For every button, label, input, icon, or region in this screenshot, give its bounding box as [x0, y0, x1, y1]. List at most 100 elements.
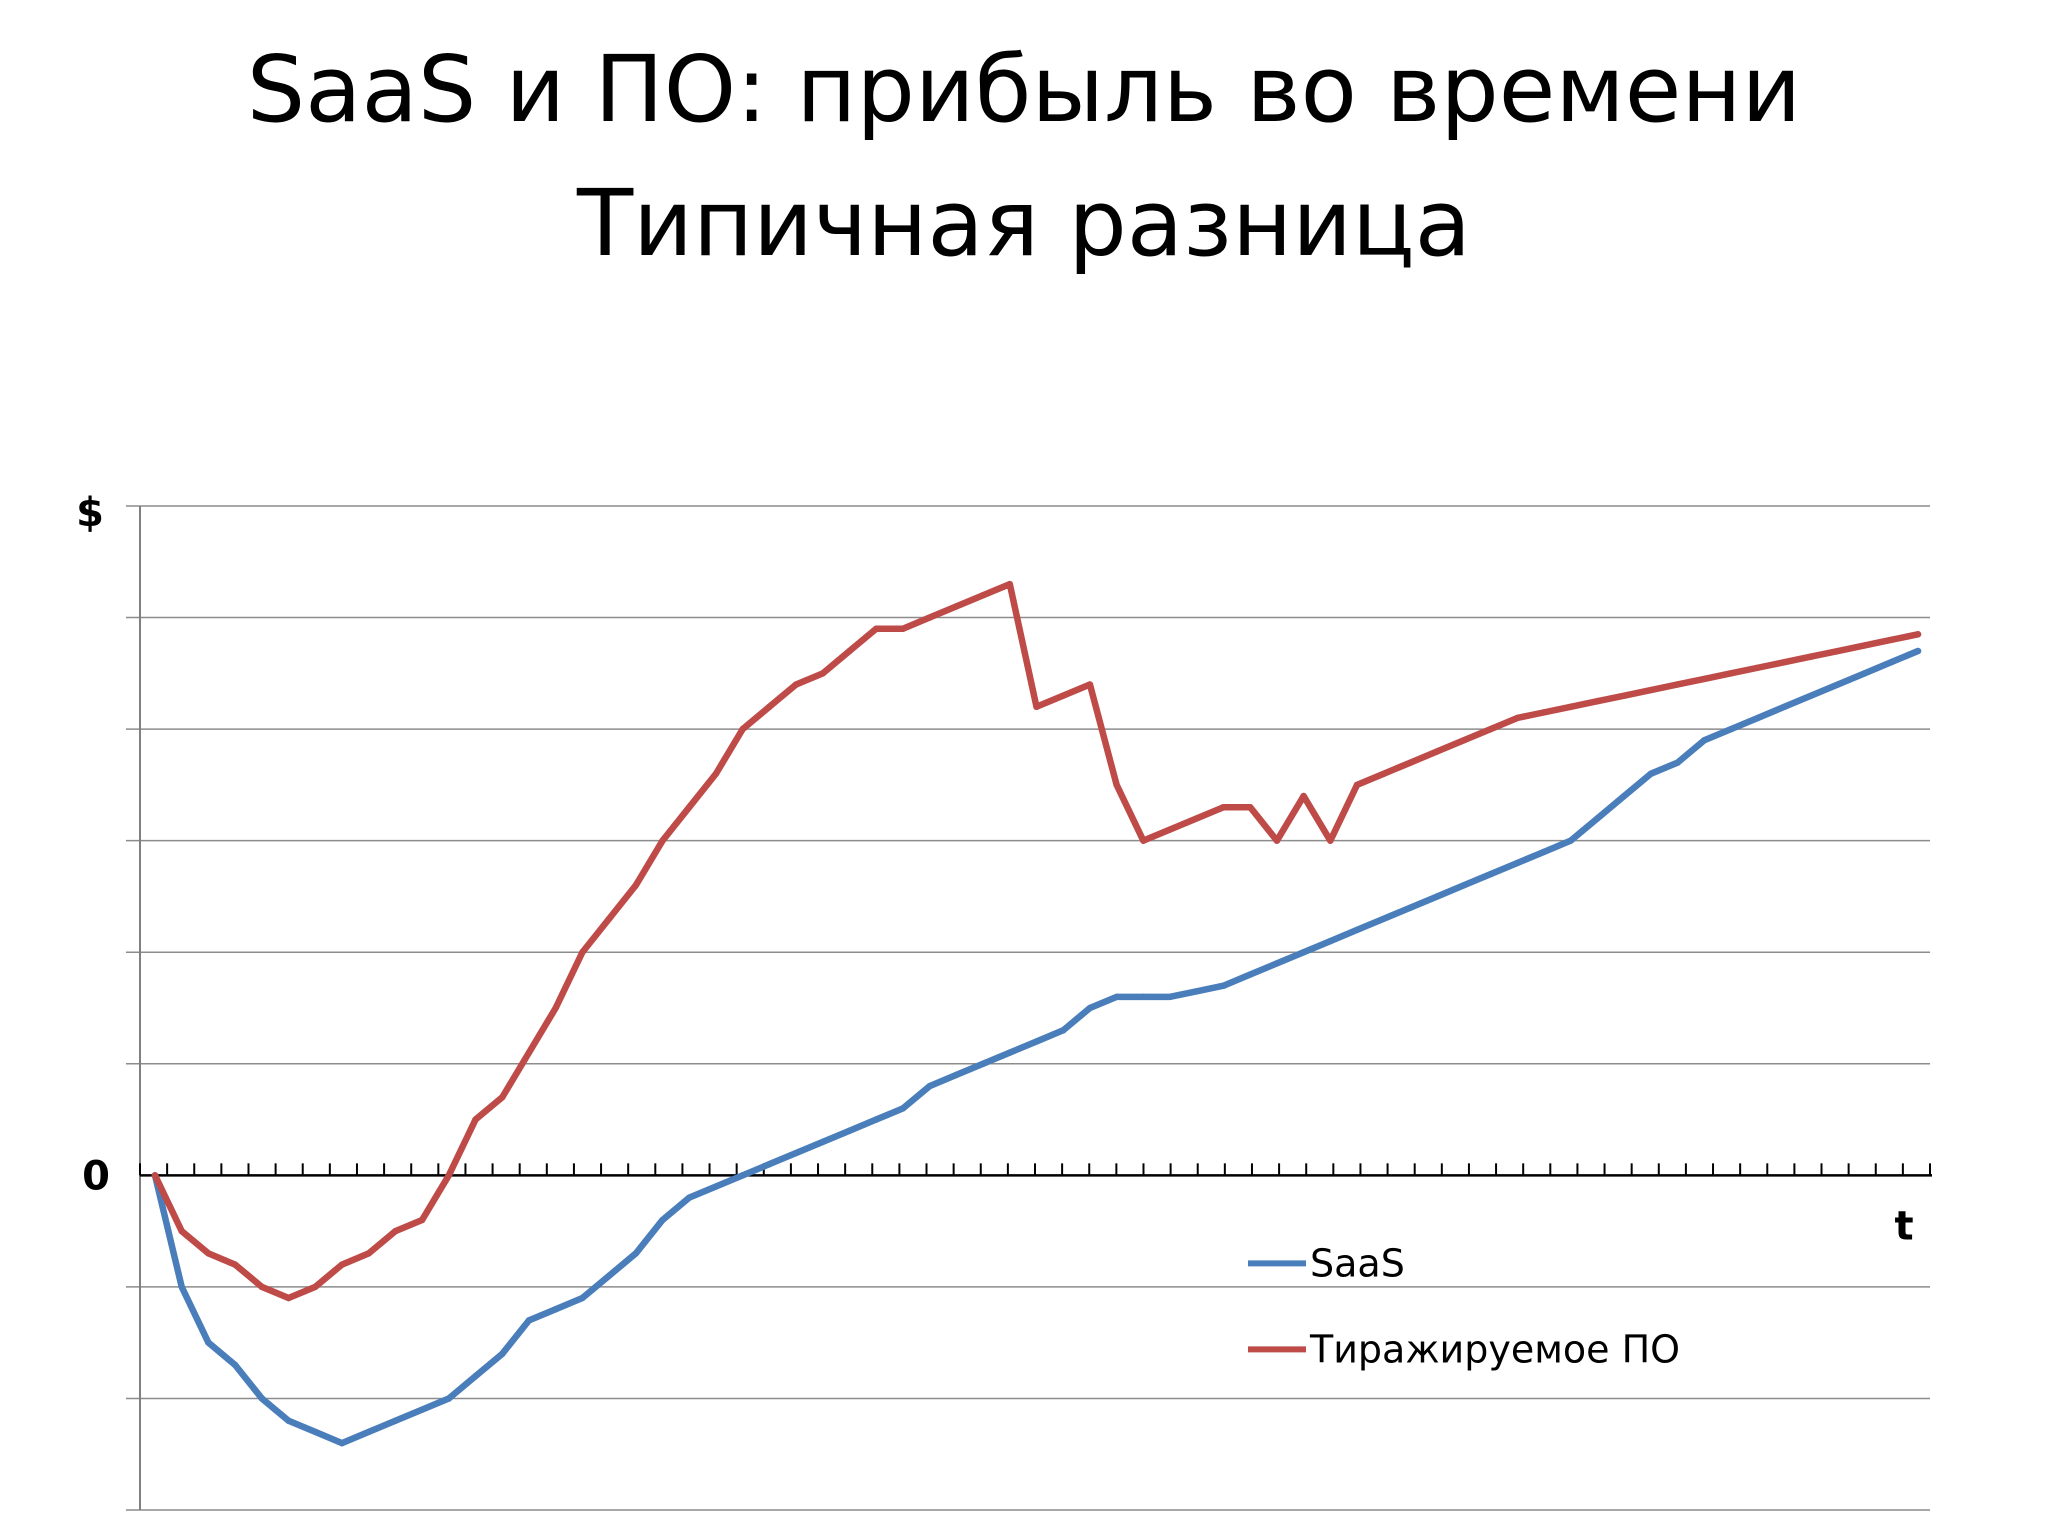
x-axis-ticks — [139, 1163, 1931, 1176]
boxed-software-point — [605, 915, 613, 922]
boxed-software-point — [686, 804, 693, 811]
boxed-software-point — [1407, 759, 1414, 766]
series-layer — [151, 580, 1922, 1447]
series-line-saas — [151, 647, 1922, 1447]
saas-point — [1060, 1027, 1067, 1034]
legend: SaaS Тиражируемое ПО — [1248, 1241, 1680, 1371]
boxed-software-point — [1033, 703, 1040, 710]
saas-point — [1006, 1049, 1013, 1056]
saas-point — [1594, 815, 1601, 822]
saas-point — [1113, 993, 1120, 1001]
saas-point — [178, 1283, 185, 1291]
saas-point — [1888, 658, 1895, 666]
boxed-software-point — [1727, 670, 1735, 677]
boxed-software-point — [1060, 692, 1067, 699]
saas-point — [873, 1116, 880, 1123]
saas-point — [1140, 993, 1147, 1001]
saas-point — [792, 1149, 800, 1157]
saas-point — [312, 1428, 319, 1436]
saas-point — [1407, 904, 1414, 911]
slide-title-line-1: SaaS и ПО: прибыль во времени — [246, 36, 1802, 143]
boxed-software-point — [1701, 675, 1708, 683]
boxed-software-point — [1273, 837, 1281, 844]
saas-point — [205, 1339, 212, 1346]
boxed-software-point — [873, 625, 880, 632]
saas-point — [1246, 971, 1254, 978]
gridlines — [126, 505, 1930, 1511]
saas-point — [766, 1160, 773, 1168]
boxed-software-point — [499, 1094, 506, 1101]
saas-point — [1514, 859, 1521, 867]
boxed-software-point — [472, 1116, 479, 1123]
boxed-software-point — [338, 1261, 346, 1268]
saas-point — [1674, 759, 1681, 766]
saas-point — [1327, 937, 1334, 945]
saas-point — [472, 1372, 479, 1380]
saas-point — [1567, 837, 1574, 844]
boxed-software-point — [1220, 804, 1227, 811]
boxed-software-point — [1674, 681, 1681, 688]
saas-point — [1300, 949, 1307, 956]
saas-point — [1353, 926, 1361, 934]
boxed-software-point — [632, 882, 640, 889]
boxed-software-point — [1514, 714, 1521, 722]
boxed-software-point — [1113, 781, 1120, 789]
boxed-software-point — [846, 647, 853, 655]
boxed-software-point — [365, 1250, 372, 1257]
saas-point — [899, 1105, 907, 1112]
saas-point — [1861, 670, 1868, 677]
boxed-software-point — [1567, 703, 1574, 710]
boxed-software-point — [1888, 636, 1895, 644]
boxed-software-point — [1807, 653, 1815, 660]
boxed-software-point — [178, 1227, 185, 1235]
boxed-software-point — [392, 1227, 399, 1235]
saas-point — [499, 1350, 506, 1358]
boxed-software-point — [312, 1283, 319, 1291]
boxed-software-point — [231, 1261, 239, 1268]
saas-point — [1033, 1038, 1040, 1045]
saas-point — [1727, 725, 1735, 733]
saas-point — [659, 1216, 666, 1224]
boxed-software-point — [285, 1294, 292, 1302]
boxed-software-point — [205, 1250, 212, 1257]
boxed-software-point — [1487, 725, 1494, 733]
saas-point — [1914, 647, 1922, 655]
saas-point — [1487, 870, 1494, 878]
saas-point — [1781, 703, 1788, 710]
boxed-software-point — [1433, 748, 1441, 755]
saas-point — [712, 1183, 720, 1190]
boxed-software-point — [1647, 686, 1655, 694]
boxed-software-point — [1300, 792, 1307, 800]
boxed-software-point — [1006, 580, 1013, 588]
boxed-software-point — [445, 1172, 453, 1179]
saas-point — [953, 1071, 960, 1079]
boxed-software-point — [579, 949, 586, 956]
y-axis-label: $ — [76, 490, 104, 536]
boxed-software-point — [953, 603, 960, 610]
saas-point — [926, 1082, 933, 1090]
boxed-software-point — [1380, 770, 1387, 777]
boxed-software-point — [1754, 664, 1761, 671]
boxed-software-point — [1781, 658, 1788, 666]
boxed-software-point — [819, 670, 827, 677]
saas-point — [392, 1417, 399, 1424]
saas-point — [1834, 681, 1842, 688]
saas-point — [445, 1395, 453, 1402]
saas-point — [552, 1306, 559, 1313]
slide-title-line-2: Типичная разница — [576, 170, 1472, 277]
saas-point — [1807, 692, 1815, 699]
zero-tick-label: 0 — [82, 1153, 110, 1199]
boxed-software-point — [1620, 692, 1628, 699]
saas-point — [1086, 1004, 1094, 1012]
boxed-software-point — [552, 1004, 559, 1012]
saas-point — [1540, 848, 1548, 856]
legend-label-saas: SaaS — [1310, 1241, 1405, 1285]
boxed-software-point — [1246, 804, 1254, 811]
saas-point — [1701, 737, 1708, 744]
saas-point — [285, 1417, 292, 1424]
saas-point — [979, 1060, 987, 1067]
boxed-software-point — [1327, 837, 1334, 844]
saas-point — [258, 1395, 266, 1402]
boxed-software-point — [792, 681, 800, 688]
